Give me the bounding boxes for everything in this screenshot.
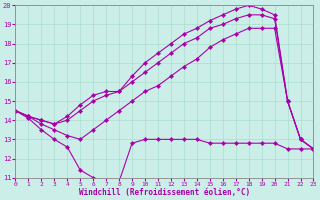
X-axis label: Windchill (Refroidissement éolien,°C): Windchill (Refroidissement éolien,°C): [79, 188, 250, 197]
